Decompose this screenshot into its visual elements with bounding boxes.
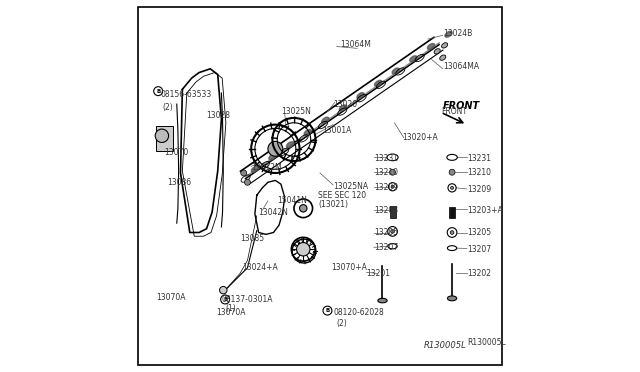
Text: 13210: 13210 [374, 169, 398, 177]
Text: 08120-62028: 08120-62028 [333, 308, 384, 317]
Ellipse shape [392, 68, 399, 74]
Text: 13070: 13070 [164, 148, 188, 157]
Text: 13001A: 13001A [322, 126, 351, 135]
Ellipse shape [269, 154, 276, 160]
Text: 13202: 13202 [467, 269, 491, 278]
Bar [449, 207, 455, 218]
Text: 13064M: 13064M [340, 40, 371, 49]
Circle shape [156, 129, 168, 142]
Text: FRONT: FRONT [441, 107, 467, 116]
Text: 13201: 13201 [367, 269, 390, 278]
Text: 13070A: 13070A [216, 308, 245, 317]
Text: 13064MA: 13064MA [443, 62, 479, 71]
Ellipse shape [428, 44, 435, 49]
Circle shape [390, 169, 396, 175]
Text: R130005L: R130005L [467, 338, 506, 347]
Text: 13207: 13207 [374, 243, 398, 252]
Circle shape [323, 306, 332, 315]
Text: FRONT: FRONT [443, 101, 480, 111]
Ellipse shape [434, 49, 440, 54]
Text: (13021): (13021) [318, 200, 348, 209]
Text: 13210: 13210 [467, 169, 491, 177]
Circle shape [220, 286, 227, 294]
Text: B: B [156, 89, 160, 94]
Text: 13028: 13028 [207, 111, 230, 120]
Circle shape [154, 87, 163, 96]
Text: 13203: 13203 [374, 206, 398, 215]
Text: 08156-63533: 08156-63533 [160, 90, 211, 99]
Text: 13024+A: 13024+A [242, 263, 278, 272]
Circle shape [268, 141, 283, 156]
Ellipse shape [440, 55, 446, 60]
Circle shape [390, 230, 394, 233]
Text: 13209: 13209 [374, 183, 398, 192]
Ellipse shape [252, 166, 259, 172]
Text: 13020+A: 13020+A [402, 133, 438, 142]
Circle shape [221, 295, 230, 304]
Ellipse shape [339, 105, 346, 111]
Circle shape [391, 185, 394, 188]
Circle shape [300, 205, 307, 212]
Circle shape [449, 169, 455, 175]
Text: 13231: 13231 [374, 154, 398, 163]
Text: 13025N: 13025N [281, 107, 311, 116]
Text: 13231: 13231 [467, 154, 491, 163]
Text: 13205: 13205 [467, 228, 491, 237]
Bar [156, 126, 173, 151]
Text: 13085: 13085 [240, 234, 264, 243]
Text: 13024B: 13024B [443, 29, 472, 38]
Ellipse shape [447, 296, 457, 301]
Text: 13205: 13205 [374, 228, 398, 237]
Text: (2): (2) [337, 319, 348, 328]
Text: R130005L: R130005L [424, 341, 467, 350]
Text: 13020: 13020 [333, 100, 357, 109]
Text: 13070+A: 13070+A [331, 263, 367, 272]
Ellipse shape [287, 142, 294, 148]
Ellipse shape [357, 93, 364, 99]
Text: 13203+A: 13203+A [467, 206, 502, 215]
Ellipse shape [410, 56, 417, 62]
Text: 13025NA: 13025NA [333, 182, 368, 190]
Ellipse shape [445, 31, 452, 37]
Text: 08137-0301A: 08137-0301A [221, 295, 273, 304]
Circle shape [296, 243, 310, 256]
Text: 15041N: 15041N [277, 196, 307, 205]
Text: 13207: 13207 [467, 245, 491, 254]
Text: 13070A: 13070A [156, 293, 186, 302]
Bar [390, 206, 396, 218]
Text: 13042N: 13042N [259, 208, 289, 217]
Text: 13086: 13086 [168, 178, 191, 187]
Ellipse shape [378, 298, 387, 303]
Text: B: B [223, 297, 227, 302]
Circle shape [450, 231, 454, 234]
Text: B: B [325, 308, 330, 313]
Circle shape [451, 186, 454, 189]
Text: (2): (2) [162, 103, 173, 112]
Text: (1): (1) [225, 304, 236, 313]
Ellipse shape [442, 43, 447, 48]
Ellipse shape [322, 117, 329, 123]
Text: SEE SEC 120: SEE SEC 120 [318, 191, 366, 200]
Ellipse shape [304, 129, 311, 135]
Circle shape [244, 179, 250, 185]
Circle shape [241, 170, 246, 176]
Text: 13209: 13209 [467, 185, 491, 194]
Text: 13012M: 13012M [251, 163, 282, 172]
Ellipse shape [374, 80, 381, 86]
